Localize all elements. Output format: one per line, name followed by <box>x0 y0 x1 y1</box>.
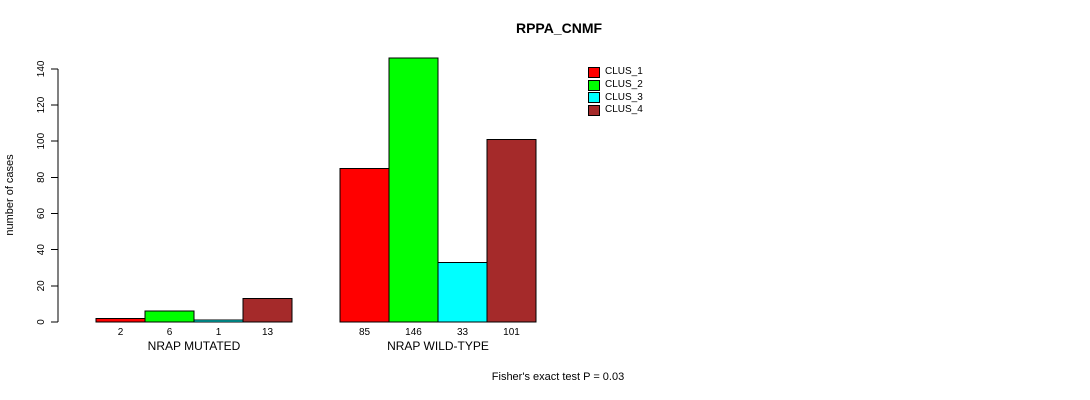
legend: CLUS_1 CLUS_2 CLUS_3 CLUS_4 <box>588 66 643 117</box>
bar-value-label: 6 <box>167 327 173 338</box>
legend-label: CLUS_2 <box>605 79 643 91</box>
legend-item-clus_2: CLUS_2 <box>588 79 643 92</box>
x-group-label: NRAP MUTATED <box>148 339 241 353</box>
y-tick-label: 40 <box>36 244 47 256</box>
bar-value-label: 1 <box>216 327 222 338</box>
legend-label: CLUS_3 <box>605 91 643 103</box>
legend-swatch-clus_1 <box>588 66 600 78</box>
y-tick-label: 0 <box>36 319 47 325</box>
bar-clus_2-group2 <box>388 57 439 323</box>
bar-clus_1-group2 <box>339 167 390 323</box>
bar-value-label: 146 <box>405 327 422 338</box>
bar-value-label: 33 <box>457 327 469 338</box>
bar-value-label: 85 <box>359 327 371 338</box>
y-axis-title: number of cases <box>4 154 16 236</box>
legend-swatch-clus_3 <box>588 92 600 104</box>
legend-swatch-clus_4 <box>588 104 600 116</box>
chart-title: RPPA_CNMF <box>515 20 603 36</box>
y-tick-label: 60 <box>36 208 47 220</box>
legend-item-clus_3: CLUS_3 <box>588 91 643 104</box>
legend-label: CLUS_4 <box>605 104 643 116</box>
legend-label: CLUS_1 <box>605 66 643 78</box>
annotation-text: Fisher's exact test P = 0.03 <box>491 371 625 383</box>
bar-clus_4-group1 <box>242 297 293 323</box>
y-tick-label: 140 <box>36 60 47 77</box>
y-tick-label: 120 <box>36 96 47 113</box>
y-tick-label: 100 <box>36 132 47 149</box>
bar-clus_1-group1 <box>95 317 146 323</box>
y-tick-label: 80 <box>36 171 47 183</box>
x-group-label: NRAP WILD-TYPE <box>387 339 489 353</box>
legend-swatch-clus_2 <box>588 79 600 91</box>
bar-value-label: 101 <box>503 327 520 338</box>
bar-value-label: 2 <box>118 327 124 338</box>
bar-value-label: 13 <box>262 327 274 338</box>
bar-clus_3-group1 <box>193 319 244 323</box>
bar-clus_2-group1 <box>144 310 195 323</box>
y-tick-label: 20 <box>36 280 47 292</box>
bar-clus_3-group2 <box>437 261 488 323</box>
legend-item-clus_4: CLUS_4 <box>588 104 643 117</box>
bar-clus_4-group2 <box>486 138 537 323</box>
legend-item-clus_1: CLUS_1 <box>588 66 643 79</box>
